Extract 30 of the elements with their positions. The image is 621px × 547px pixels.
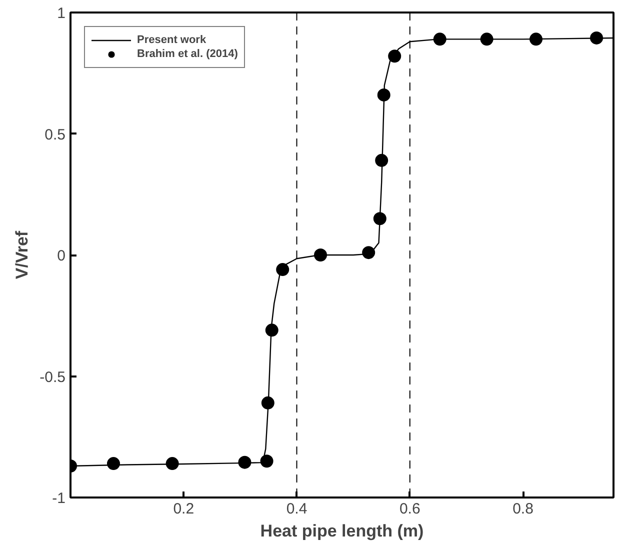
y-tick-label: 0.5 bbox=[44, 126, 66, 144]
x-axis-title: Heat pipe length (m) bbox=[260, 522, 424, 540]
point bbox=[377, 88, 390, 102]
point bbox=[373, 212, 386, 226]
point bbox=[433, 32, 446, 46]
point bbox=[480, 32, 494, 46]
point bbox=[166, 457, 179, 470]
legend-label: Present work bbox=[137, 33, 206, 47]
y-tick-label: -0.5 bbox=[40, 368, 66, 386]
y-tick-label: -1 bbox=[52, 490, 66, 507]
y-tick-label: 0 bbox=[57, 248, 66, 264]
point bbox=[590, 31, 604, 44]
point bbox=[530, 32, 543, 46]
point bbox=[106, 457, 120, 470]
point bbox=[388, 50, 402, 63]
x-tick-label: 0.6 bbox=[399, 500, 420, 518]
point bbox=[265, 324, 278, 337]
point bbox=[276, 263, 290, 276]
x-tick-label: 0.8 bbox=[512, 500, 534, 518]
point bbox=[261, 396, 274, 410]
point bbox=[238, 456, 252, 469]
point bbox=[260, 454, 274, 468]
x-tick-label: 0.4 bbox=[286, 500, 308, 518]
x-tick-label: 0.2 bbox=[173, 500, 194, 518]
point bbox=[375, 154, 388, 167]
point bbox=[362, 246, 376, 260]
y-axis-title: V/Vref bbox=[12, 230, 32, 280]
y-tick-label: 1 bbox=[57, 5, 66, 22]
point bbox=[314, 248, 328, 262]
legend-label: Brahim et al. (2014) bbox=[137, 47, 238, 61]
